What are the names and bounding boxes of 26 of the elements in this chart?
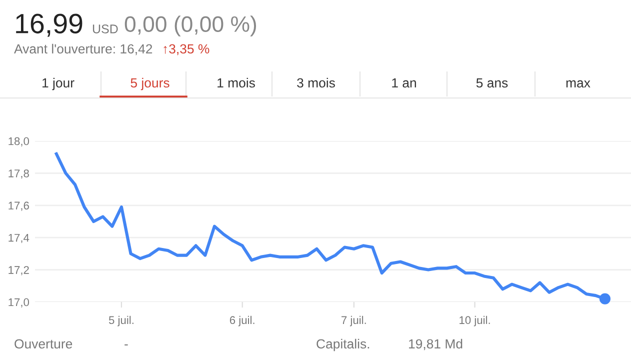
text: 19,81 Md	[409, 338, 462, 350]
text: 1 mois	[218, 78, 255, 88]
y-tick-label: 17,6	[8, 202, 29, 211]
text: 5 jours	[130, 78, 170, 90]
text: -	[124, 344, 128, 346]
x-tick-label: 10 juil.	[460, 316, 490, 326]
text: ↑3,35 %	[164, 44, 210, 56]
chart-title: 16,99	[16, 14, 82, 37]
text: USD	[92, 24, 118, 34]
text: 1 an	[392, 78, 416, 88]
text: 0,00 (0,00 %)	[124, 16, 256, 36]
x-tick-label: 7 juil.	[342, 316, 366, 326]
x-tick-label: 6 juil.	[230, 316, 254, 326]
text: Ouverture	[14, 339, 72, 349]
y-tick-label: 17,0	[8, 298, 30, 308]
x-tick-label: 5 juil.	[108, 316, 134, 326]
text: Avant l'ouverture: 16,42	[14, 44, 152, 56]
y-tick-label: 17,4	[8, 234, 30, 244]
y-tick-label: 17,8	[8, 169, 29, 179]
text: 1 jour	[42, 78, 74, 90]
text: Capitalis.	[316, 338, 370, 352]
y-tick-label: 17,2	[8, 266, 29, 276]
text: max	[566, 80, 590, 88]
text: 3 mois	[297, 78, 335, 88]
y-tick-label: 18,0	[8, 137, 30, 146]
text: 5 ans	[476, 78, 508, 88]
